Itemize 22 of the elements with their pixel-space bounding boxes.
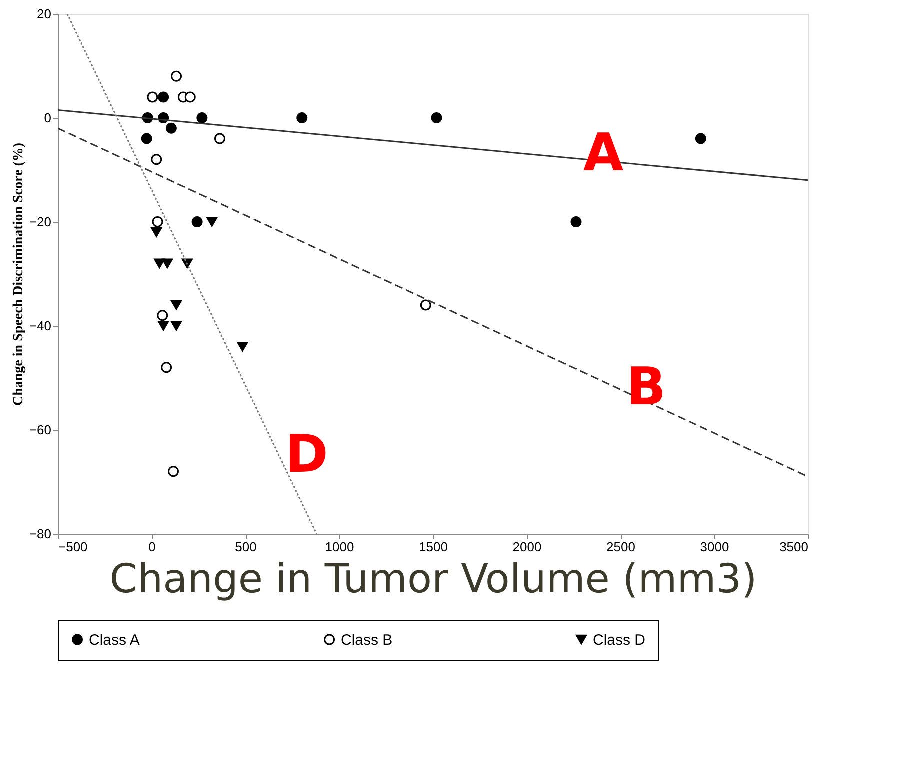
legend-label: Class A: [89, 632, 140, 649]
y-axis-title: Change in Speech Discrimination Score (%): [11, 142, 26, 406]
x-axis-title: Change in Tumor Volume (mm3): [110, 556, 758, 602]
x-tick-label: 500: [235, 540, 257, 554]
x-tick-label: 1500: [419, 540, 448, 554]
x-tick-label: 1000: [325, 540, 354, 554]
y-tick-label: 0: [44, 110, 52, 126]
x-tick-label: 2500: [606, 540, 636, 554]
x-tick-label: 2000: [512, 540, 542, 554]
y-tick-label: 20: [37, 6, 52, 22]
y-tick-label: −80: [29, 526, 52, 542]
annotation: B: [626, 357, 666, 418]
y-tick-label: −20: [29, 214, 52, 230]
annotation: D: [285, 425, 328, 485]
x-tick-label: 3500: [780, 540, 808, 554]
x-tick-label: −500: [58, 540, 88, 554]
legend-label: Class B: [341, 632, 393, 649]
x-tick-label: 3000: [700, 540, 730, 554]
y-tick-label: −40: [29, 318, 52, 334]
legend-label: Class D: [593, 632, 646, 649]
y-tick-label: −60: [29, 422, 52, 438]
x-tick-label: 0: [148, 540, 156, 554]
